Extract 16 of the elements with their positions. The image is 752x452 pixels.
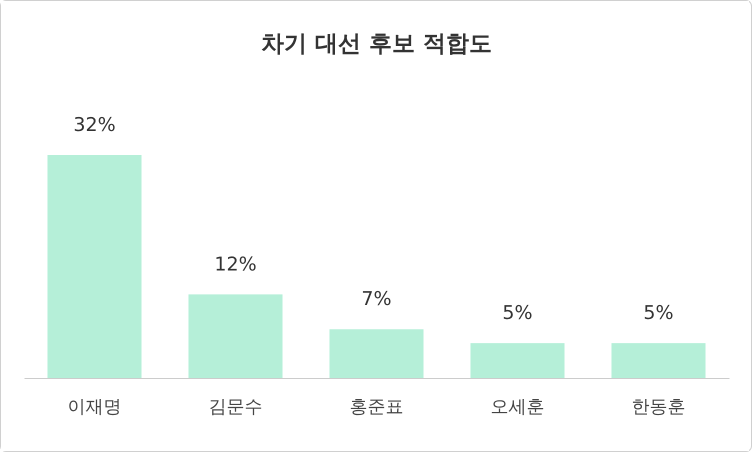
data-label: 5% [643,302,674,324]
data-label: 5% [502,302,533,324]
x-tick-label: 한동훈 [632,396,686,418]
bar [188,294,283,378]
data-label: 32% [73,114,116,136]
bar [470,343,565,378]
data-label: 12% [214,253,257,276]
bar [47,155,142,378]
bar [329,329,424,378]
bar [611,343,706,378]
x-tick-label: 이재명 [68,396,122,418]
x-tick-label: 오세훈 [490,396,544,418]
x-tick-label: 홍준표 [350,396,404,418]
data-label: 7% [361,288,392,310]
chart-title: 차기 대선 후보 적합도 [260,31,492,57]
x-tick-label: 김문수 [208,396,262,418]
